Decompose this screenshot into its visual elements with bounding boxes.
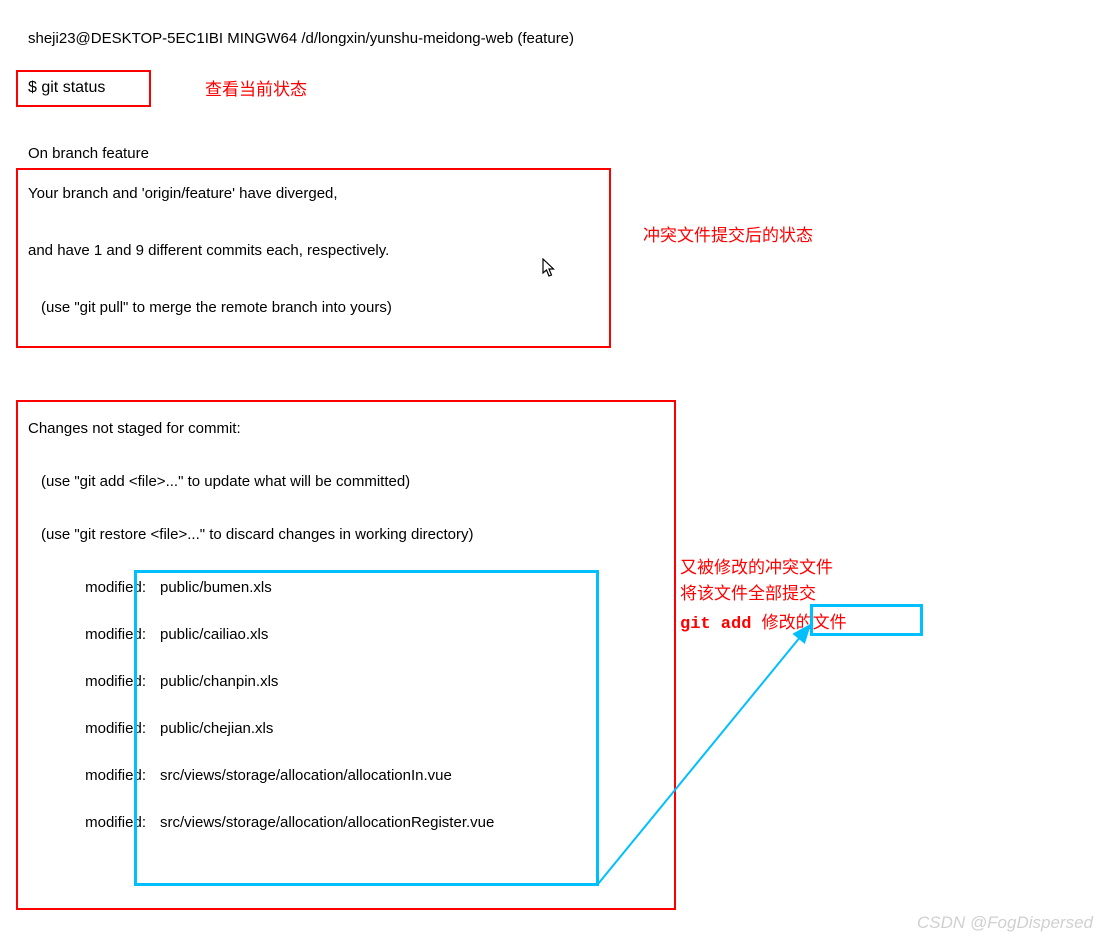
changes-header: Changes not staged for commit: <box>28 420 664 437</box>
annotation-line1: 又被修改的冲突文件 <box>680 555 833 581</box>
git-status-command-box: $ git status <box>16 70 151 107</box>
diverged-line3: (use "git pull" to merge the remote bran… <box>28 297 599 318</box>
git-add-highlight <box>810 604 923 636</box>
terminal-prompt: sheji23@DESKTOP-5EC1IBI MINGW64 /d/longx… <box>28 28 574 49</box>
git-add-cmd-text: git add <box>680 615 762 634</box>
changes-hint1: (use "git add <file>..." to update what … <box>28 473 664 490</box>
changes-hint2: (use "git restore <file>..." to discard … <box>28 526 664 543</box>
annotation-modified-conflict: 又被修改的冲突文件 将该文件全部提交 <box>680 555 833 608</box>
watermark: CSDN @FogDispersed <box>917 913 1093 933</box>
annotation-conflict-state: 冲突文件提交后的状态 <box>643 223 813 249</box>
diverged-box: Your branch and 'origin/feature' have di… <box>16 168 611 348</box>
branch-line: On branch feature <box>28 143 149 164</box>
diverged-line1: Your branch and 'origin/feature' have di… <box>28 183 599 204</box>
annotation-view-status: 查看当前状态 <box>205 77 307 103</box>
diverged-line2: and have 1 and 9 different commits each,… <box>28 240 599 261</box>
modified-files-highlight <box>134 570 599 886</box>
git-status-command: $ git status <box>28 79 105 96</box>
